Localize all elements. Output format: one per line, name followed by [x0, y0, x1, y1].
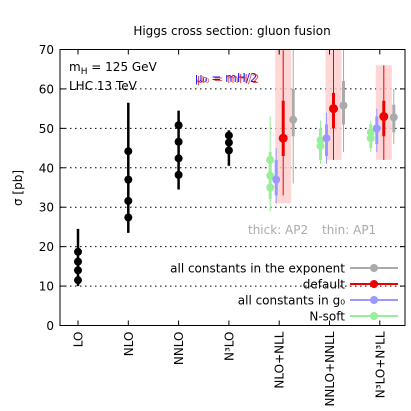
default-point [278, 133, 288, 143]
data-point [174, 154, 183, 163]
exponent-point [389, 113, 398, 122]
y-tick-label: 50 [39, 122, 54, 136]
thin-annotation: thin: AP1 [322, 223, 376, 237]
scale-annotation-red: μ₀ = mH/2 [197, 72, 260, 86]
nsoft-point [366, 128, 375, 137]
legend-label: all constants in g₀ [238, 294, 345, 308]
legend-marker [370, 312, 378, 320]
data-point [74, 276, 82, 285]
data-point [224, 138, 233, 147]
legend-label: all constants in the exponent [170, 262, 345, 276]
data-point [174, 170, 183, 179]
default-point [329, 104, 338, 114]
y-tick-label: 70 [39, 43, 54, 57]
exponent-point [339, 101, 348, 110]
y-tick-label: 10 [39, 280, 54, 294]
nsoft-point [266, 155, 275, 164]
data-marks [74, 49, 398, 287]
legend-label: default [303, 278, 346, 292]
data-point [124, 213, 133, 222]
data-point [74, 247, 82, 256]
legend: all constants in the exponent default all … [170, 262, 398, 324]
y-tick-label: 20 [39, 240, 54, 254]
data-point [124, 175, 133, 184]
mass-annotation: mH = 125 GeV [69, 60, 158, 77]
legend-marker [370, 296, 378, 304]
nsoft-point [266, 183, 275, 192]
mass-value: = 125 GeV [87, 60, 157, 74]
default-point [379, 112, 389, 122]
g0-point [372, 124, 381, 133]
x-tick-label: LO [72, 332, 86, 348]
nsoft-point [316, 136, 325, 145]
x-tick-label: NNLO+NNLL [323, 331, 337, 406]
chart-title: Higgs cross section: gluon fusion [133, 24, 330, 38]
data-point [124, 196, 133, 205]
data-point [124, 147, 133, 156]
collider-annotation: LHC 13 TeV [69, 79, 138, 93]
x-tick-label: NLO+NLL [273, 331, 287, 388]
plot-frame [59, 49, 406, 326]
y-axis: 0 10 20 30 40 50 60 70 [39, 43, 405, 333]
legend-marker [370, 280, 378, 288]
g0-point [272, 175, 281, 184]
y-tick-label: 60 [39, 82, 54, 96]
thick-annotation: thick: AP2 [248, 223, 308, 237]
data-point [224, 146, 233, 155]
y-tick-label: 30 [39, 201, 54, 215]
x-axis: LO NLO NNLO N³LO NLO+NLL NNLO+NNLL N³LO+N³LL [72, 49, 387, 407]
data-point [174, 121, 183, 130]
grid-lines [60, 88, 405, 287]
mass-subscript: H [81, 67, 88, 77]
y-axis-label: σ [pb] [11, 170, 25, 206]
x-tick-label: N³LO [222, 332, 236, 362]
nsoft-point [316, 142, 325, 151]
nsoft-point [266, 171, 275, 180]
legend-marker [370, 264, 378, 272]
exponent-point [289, 115, 298, 124]
x-tick-label: N³LO+N³LL [373, 331, 387, 398]
g0-point [322, 134, 331, 143]
x-tick-label: NNLO [172, 332, 186, 366]
nsoft-point [366, 134, 375, 143]
data-point [74, 266, 82, 275]
mass-symbol: m [69, 60, 81, 74]
y-tick-label: 0 [46, 319, 54, 333]
data-point [174, 137, 183, 146]
x-tick-label: NLO [122, 332, 136, 357]
data-point [224, 131, 233, 140]
legend-label: N-soft [309, 310, 345, 324]
data-point [74, 257, 82, 266]
y-tick-label: 40 [39, 161, 54, 175]
scale-annotation-blue: μ₀ = mH/2 [195, 71, 258, 85]
